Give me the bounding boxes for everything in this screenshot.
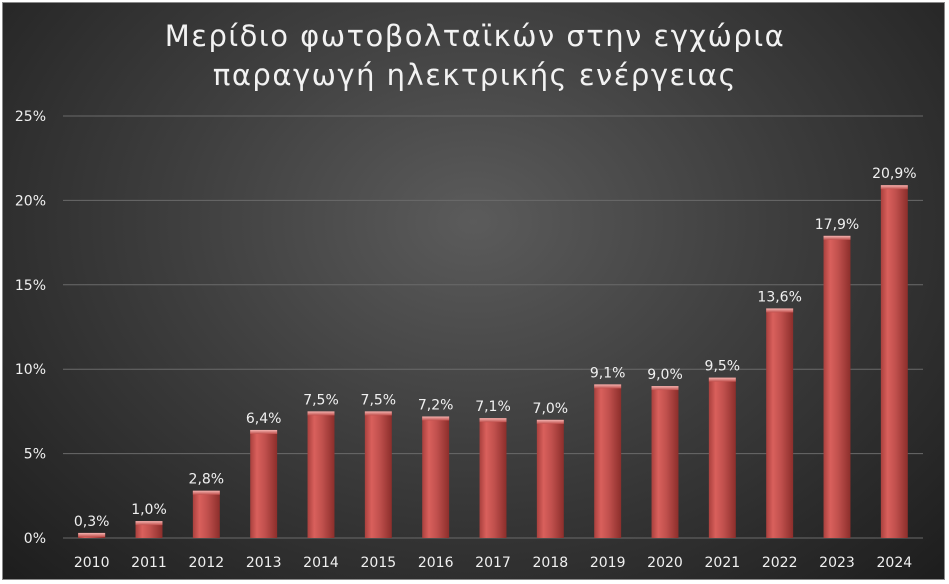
bar [594, 384, 622, 538]
data-label: 17,9% [815, 217, 859, 233]
bar-body [364, 411, 392, 538]
bar [364, 411, 392, 538]
bar [880, 185, 908, 538]
y-tick-label: 20% [15, 193, 46, 209]
x-tick-label: 2014 [303, 555, 339, 571]
bar [823, 235, 851, 538]
x-tick-label: 2019 [590, 555, 626, 571]
bar [766, 308, 794, 538]
y-axis: 0% 5% 10% 15% 20% 25% [15, 109, 46, 547]
bar [192, 490, 220, 538]
bar-highlight [594, 384, 622, 389]
bar-body [250, 429, 278, 538]
data-label: 0,3% [74, 514, 110, 530]
x-tick-label: 2017 [475, 555, 511, 571]
data-labels: 0,3% 1,0% 2,8% 6,4% 7,5% 7,5% 7,2% 7,1% 7,0% 9,1%… [74, 166, 917, 530]
y-tick-label: 15% [15, 278, 46, 294]
bar-highlight [479, 418, 507, 423]
bar [422, 416, 450, 538]
bar-highlight [766, 308, 794, 313]
x-tick-label: 2013 [246, 555, 282, 571]
bar-body [307, 411, 335, 538]
bar-body [708, 377, 736, 538]
x-tick-label: 2020 [647, 555, 683, 571]
x-tick-label: 2012 [189, 555, 225, 571]
bar-body [536, 419, 564, 538]
x-tick-label: 2016 [418, 555, 454, 571]
bar-highlight [250, 429, 278, 434]
bar-body [135, 521, 163, 538]
bar-highlight [880, 185, 908, 190]
bar-body [823, 235, 851, 538]
bar-body [880, 185, 908, 538]
bar-highlight [651, 386, 679, 391]
data-label: 1,0% [131, 502, 167, 518]
bar-body [651, 386, 679, 538]
bar [536, 419, 564, 538]
data-label: 9,5% [705, 359, 741, 375]
x-axis: 2010 2011 2012 2013 2014 2015 2016 2017 2018 2019… [74, 555, 912, 571]
data-label: 2,8% [189, 472, 225, 488]
data-label: 20,9% [872, 166, 916, 182]
bar [651, 386, 679, 538]
data-label: 9,0% [647, 367, 683, 383]
bar [307, 411, 335, 538]
x-tick-label: 2015 [361, 555, 397, 571]
x-tick-label: 2024 [877, 555, 913, 571]
bar-body [192, 490, 220, 538]
data-label: 7,5% [303, 392, 339, 408]
y-tick-label: 0% [24, 531, 46, 547]
bar-body [594, 384, 622, 538]
bar-highlight [192, 490, 220, 495]
x-tick-label: 2018 [533, 555, 569, 571]
bar-highlight [135, 521, 163, 526]
chart-title-line-1: Μερίδιο φωτοβολταϊκών στην εγχώρια [165, 19, 786, 53]
bar-highlight [364, 411, 392, 416]
bar [135, 521, 163, 538]
data-label: 6,4% [246, 411, 282, 427]
data-label: 7,2% [418, 397, 454, 413]
y-tick-label: 10% [15, 362, 46, 378]
chart-title-line-2: παραγωγή ηλεκτρικής ενέργειας [213, 58, 737, 92]
data-label: 7,0% [533, 401, 569, 417]
bar-highlight [78, 532, 106, 537]
bar [479, 418, 507, 538]
bar-body [766, 308, 794, 538]
bar [78, 532, 106, 538]
bar-body [479, 418, 507, 538]
bar [708, 377, 736, 538]
x-tick-label: 2023 [819, 555, 855, 571]
bar-body [422, 416, 450, 538]
data-label: 7,1% [475, 399, 511, 415]
y-tick-label: 25% [15, 109, 46, 125]
bar-highlight [536, 419, 564, 424]
bar-highlight [422, 416, 450, 421]
y-tick-label: 5% [24, 447, 46, 463]
data-label: 7,5% [361, 392, 397, 408]
bar [250, 429, 278, 538]
bar-highlight [823, 235, 851, 240]
x-tick-label: 2021 [705, 555, 741, 571]
x-tick-label: 2011 [131, 555, 167, 571]
x-tick-label: 2022 [762, 555, 798, 571]
x-tick-label: 2010 [74, 555, 110, 571]
bars [78, 185, 908, 538]
data-label: 9,1% [590, 365, 626, 381]
data-label: 13,6% [757, 289, 801, 305]
bar-highlight [708, 377, 736, 382]
chart-svg: Μερίδιο φωτοβολταϊκών στην εγχώρια παραγ… [15, 19, 923, 571]
bar-highlight [307, 411, 335, 416]
